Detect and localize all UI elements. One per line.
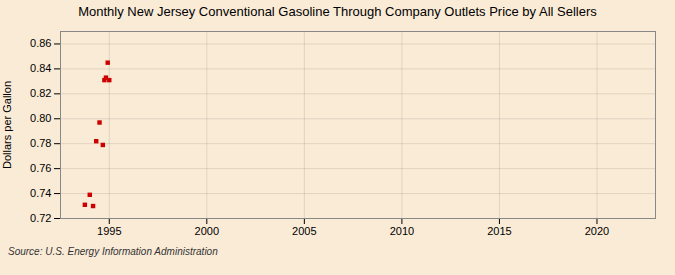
svg-text:1995: 1995 — [97, 225, 121, 237]
svg-text:0.76: 0.76 — [30, 162, 51, 174]
svg-text:2015: 2015 — [487, 225, 511, 237]
svg-text:0.72: 0.72 — [30, 212, 51, 224]
svg-text:2000: 2000 — [195, 225, 219, 237]
html-text:Monthly New Jersey Conventiona: Monthly New Jersey Conventional Gasoline… — [78, 4, 597, 19]
svg-text:2010: 2010 — [390, 225, 414, 237]
html-text:Source: U.S. Energy Informatio: Source: U.S. Energy Information Administ… — [8, 246, 218, 257]
svg-text:Dollars per Gallon: Dollars per Gallon — [1, 81, 13, 169]
svg-text:2020: 2020 — [585, 225, 609, 237]
svg-text:0.78: 0.78 — [30, 137, 51, 149]
svg-text:0.82: 0.82 — [30, 87, 51, 99]
svg-text:0.74: 0.74 — [30, 187, 51, 199]
svg-text:2005: 2005 — [292, 225, 316, 237]
svg-text:0.80: 0.80 — [30, 112, 51, 124]
svg-text:0.86: 0.86 — [30, 37, 51, 49]
svg-text:0.84: 0.84 — [30, 62, 51, 74]
